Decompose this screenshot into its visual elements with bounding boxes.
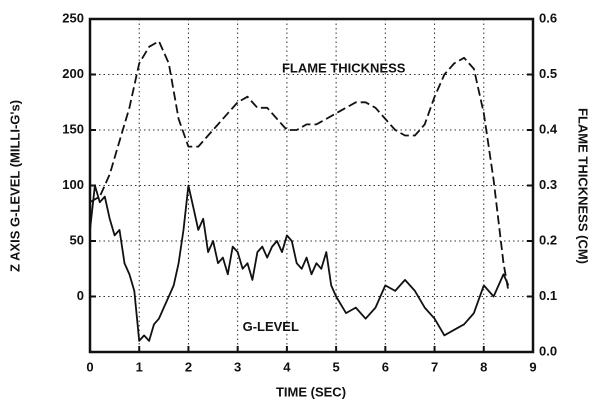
x-tick-label: 8 <box>480 359 487 374</box>
y2-axis-label: FLAME THICKNESS (CM) <box>576 108 591 264</box>
data-line <box>89 184 510 342</box>
x-tick-label: 2 <box>185 359 192 374</box>
plot-frame <box>88 17 535 354</box>
y-tick-label: 50 <box>70 232 84 247</box>
y2-tick-label: 0.5 <box>539 66 557 81</box>
x-tick-label: 3 <box>234 359 241 374</box>
y2-tick-label: 0.2 <box>539 232 557 247</box>
y2-tick-label: 0.6 <box>539 10 557 25</box>
y-tick-label: 0 <box>77 288 84 303</box>
y2-tick-label: 0.3 <box>539 177 557 192</box>
x-axis-label: TIME (SEC) <box>276 384 346 399</box>
data-line <box>89 40 510 292</box>
x-tick-label: 1 <box>136 359 143 374</box>
x-tick-label: 0 <box>86 359 93 374</box>
series-annotation: G-LEVEL <box>243 319 299 334</box>
x-tick-label: 4 <box>283 359 291 374</box>
y2-tick-label: 0.1 <box>539 288 557 303</box>
x-tick-label: 5 <box>332 359 339 374</box>
y-tick-label: 150 <box>62 121 84 136</box>
y2-tick-label: 0.4 <box>539 121 558 136</box>
y-tick-label: 200 <box>62 66 84 81</box>
y-tick-label: 250 <box>62 10 84 25</box>
x-tick-label: 6 <box>382 359 389 374</box>
y-axis-label: Z AXIS G-LEVEL (MILLI-G's) <box>7 100 22 272</box>
y2-tick-label: 0.0 <box>539 343 557 358</box>
x-tick-label: 7 <box>431 359 438 374</box>
x-tick-label: 9 <box>529 359 536 374</box>
y-tick-label: 100 <box>62 177 84 192</box>
series-annotation: FLAME THICKNESS <box>282 60 406 75</box>
